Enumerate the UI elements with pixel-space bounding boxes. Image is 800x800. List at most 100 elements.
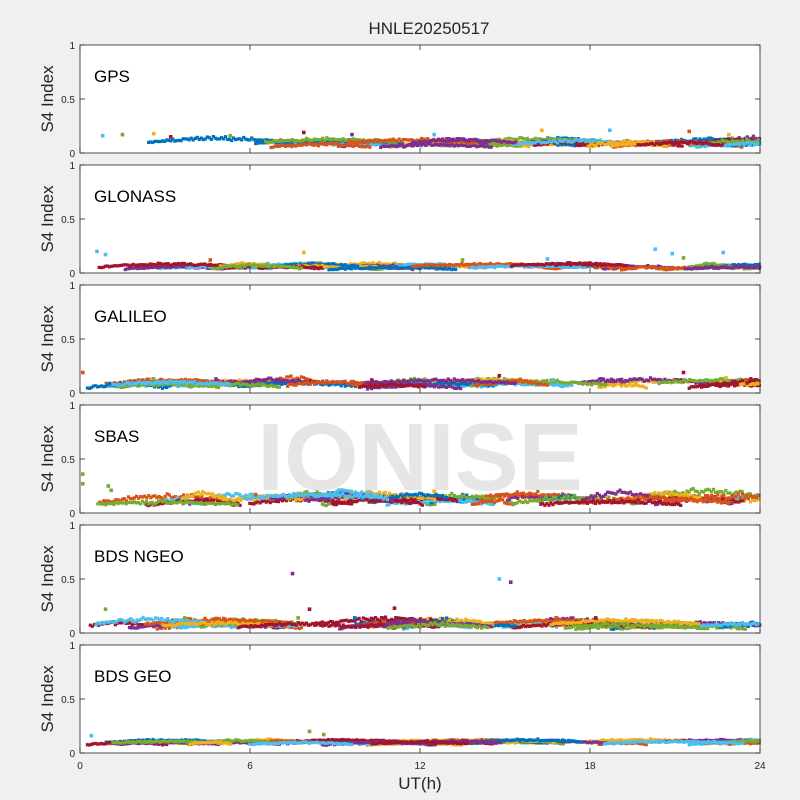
trace-point	[273, 144, 277, 148]
trace-point	[613, 144, 617, 148]
trace-point	[379, 138, 383, 143]
trace-point	[288, 139, 292, 143]
trace-point	[450, 143, 454, 147]
trace-point	[394, 261, 398, 265]
trace-point	[436, 138, 441, 142]
trace-point	[440, 139, 445, 143]
trace-point	[311, 138, 315, 142]
trace-point	[405, 138, 409, 142]
trace-point	[105, 264, 109, 268]
trace-point	[256, 138, 260, 142]
trace-point	[673, 140, 677, 145]
trace-point	[680, 144, 684, 148]
outlier-point	[432, 132, 436, 137]
trace-point	[337, 143, 341, 147]
trace-point	[298, 143, 302, 147]
trace-point	[728, 140, 733, 144]
trace-point	[447, 137, 451, 141]
trace-point	[424, 138, 428, 142]
trace-point	[426, 137, 430, 141]
outlier-point	[302, 250, 306, 255]
trace-point	[655, 266, 659, 271]
trace-point	[510, 140, 514, 145]
trace-point	[151, 140, 155, 145]
trace-point	[489, 138, 493, 142]
trace-point	[716, 140, 720, 144]
trace-point	[277, 385, 281, 389]
trace-point	[650, 264, 655, 269]
trace-point	[463, 143, 467, 147]
trace-point	[195, 265, 199, 269]
trace-point	[750, 140, 754, 144]
trace-point	[231, 266, 235, 270]
trace-point	[401, 137, 405, 142]
trace-point	[642, 265, 646, 269]
trace-point	[347, 140, 351, 144]
trace-point	[705, 261, 709, 265]
trace-point	[740, 141, 744, 145]
trace-point	[563, 141, 568, 145]
trace-point	[236, 137, 240, 141]
trace-point	[426, 262, 430, 266]
trace-point	[353, 140, 357, 144]
trace-point	[726, 143, 730, 147]
trace-point	[706, 136, 710, 140]
trace-point	[379, 267, 383, 271]
trace-point	[572, 144, 576, 148]
trace-point	[560, 136, 564, 140]
trace-point	[755, 139, 759, 143]
trace-point	[580, 143, 584, 147]
trace-point	[700, 142, 704, 146]
trace-point	[399, 139, 403, 143]
trace-point	[745, 138, 749, 142]
trace-point	[315, 137, 319, 142]
trace-point	[698, 263, 703, 267]
trace-point	[659, 142, 663, 146]
trace-point	[541, 142, 545, 146]
trace-point	[385, 139, 389, 143]
trace-point	[673, 138, 677, 142]
trace-point	[333, 142, 337, 146]
trace-point	[665, 267, 669, 271]
trace-point	[689, 139, 694, 143]
y-tick-label: 1	[69, 41, 75, 52]
trace-point	[730, 264, 734, 268]
plot-area	[80, 165, 760, 273]
trace-point	[473, 144, 477, 148]
outlier-point	[103, 252, 108, 257]
trace-point	[299, 266, 304, 270]
trace-point	[185, 263, 189, 267]
trace-point	[136, 267, 140, 271]
trace-point	[663, 267, 667, 271]
trace-point	[718, 141, 722, 145]
trace-point	[251, 265, 255, 269]
trace-point	[738, 143, 742, 147]
trace-point	[389, 138, 393, 142]
trace-point	[708, 136, 712, 140]
trace-point	[325, 143, 329, 147]
trace-point	[718, 137, 722, 141]
trace-point	[537, 142, 541, 146]
trace-point	[502, 139, 506, 143]
trace-point	[166, 262, 170, 266]
trace-point	[383, 138, 387, 142]
trace-point	[207, 263, 211, 267]
trace-point	[288, 141, 292, 145]
trace-point	[653, 265, 657, 269]
trace-point	[269, 267, 273, 271]
trace-point	[507, 143, 511, 147]
trace-point	[308, 142, 312, 146]
trace-point	[483, 145, 487, 149]
trace-point	[560, 143, 564, 147]
trace-point	[168, 263, 172, 267]
trace-point	[182, 261, 187, 265]
trace-point	[630, 264, 634, 268]
trace-point	[203, 265, 207, 269]
trace-point	[367, 261, 371, 265]
trace-point	[155, 139, 159, 143]
trace-point	[292, 143, 296, 148]
trace-point	[424, 143, 428, 148]
trace-point	[539, 141, 543, 145]
trace-point	[294, 139, 298, 143]
trace-point	[177, 138, 181, 142]
